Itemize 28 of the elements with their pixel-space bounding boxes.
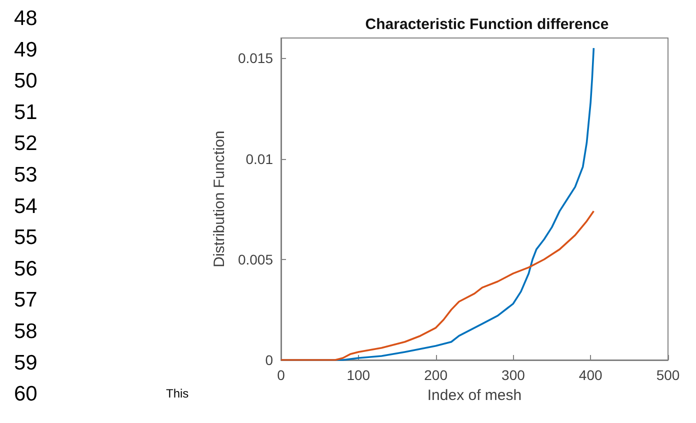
x-tick-label: 100 — [346, 367, 370, 383]
text: 57 — [14, 288, 38, 312]
chart-title: Characteristic Function difference — [365, 16, 609, 33]
x-tick-label: 300 — [502, 367, 526, 383]
x-tick-label: 0 — [277, 367, 286, 383]
text: 60 — [14, 382, 38, 406]
text: 52 — [14, 132, 38, 156]
text: 48 — [14, 7, 38, 30]
y-tick-label: 0.015 — [238, 50, 274, 66]
y-tick-label: 0 — [265, 352, 274, 368]
y-tick-label: 0.01 — [246, 150, 274, 167]
text: 58 — [14, 320, 38, 343]
x-axis-title: Index of mesh — [427, 387, 522, 404]
line-series — [280, 210, 595, 361]
text: 56 — [14, 257, 38, 280]
text: This — [166, 386, 189, 401]
text: 55 — [14, 226, 38, 250]
x-tick-label: 500 — [656, 367, 680, 383]
x-tick-label: 400 — [578, 367, 602, 383]
text: 51 — [14, 100, 38, 124]
x-tick-label: 200 — [424, 367, 448, 383]
text: 53 — [14, 164, 38, 186]
y-tick-label: 0.005 — [238, 251, 274, 268]
text: 54 — [14, 194, 38, 218]
text: 59 — [14, 351, 38, 374]
text: 50 — [14, 70, 38, 93]
text: 49 — [14, 38, 38, 62]
y-axis-title: Distribution Function — [211, 130, 228, 268]
